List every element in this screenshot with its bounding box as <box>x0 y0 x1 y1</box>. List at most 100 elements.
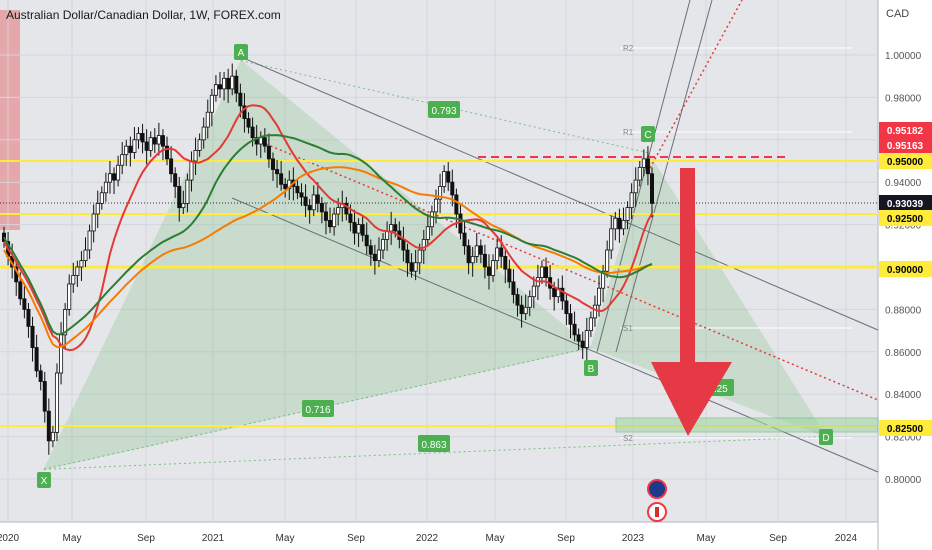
ma-fast-line <box>3 104 653 352</box>
candle-body <box>59 334 64 374</box>
candle-body <box>613 217 618 230</box>
candle-body <box>258 137 263 145</box>
price-label: 0.95182 <box>887 126 924 137</box>
ratio-label: 0.793 <box>431 106 456 117</box>
candle-body <box>311 194 316 211</box>
candle-body <box>499 247 504 257</box>
candle-body <box>389 224 394 232</box>
price-label: 0.92500 <box>887 214 924 225</box>
ma-medium-line <box>3 166 653 349</box>
price-label: 0.93039 <box>887 199 924 210</box>
x-tick-label: May <box>63 533 82 544</box>
candle-body <box>592 304 597 319</box>
candle-body <box>197 139 202 151</box>
candle-body <box>552 287 557 298</box>
candle-body <box>381 239 386 251</box>
candle-body <box>46 410 51 442</box>
candles <box>2 63 655 455</box>
pattern-point-box <box>37 472 51 488</box>
candle-body <box>421 239 426 251</box>
candle-body <box>641 158 646 168</box>
candle-body <box>376 249 381 262</box>
price-label-box <box>879 420 932 436</box>
candle-body <box>450 181 455 196</box>
candle-body <box>336 207 341 215</box>
red-dotted-trendline <box>265 143 879 401</box>
candle-body <box>470 255 475 264</box>
ratio-label: 1.25 <box>708 384 728 395</box>
x-tick-label: 2023 <box>622 533 645 544</box>
pattern-point-box <box>234 44 248 60</box>
candle-body <box>18 281 23 300</box>
candle-body <box>42 381 47 412</box>
candle-body <box>71 275 76 285</box>
candle-body <box>246 118 251 128</box>
price-label: 0.90000 <box>887 265 924 276</box>
x-tick-label: 2024 <box>835 533 858 544</box>
pattern-point-label: D <box>822 433 829 444</box>
candle-body <box>454 194 459 215</box>
candle-body <box>633 179 638 194</box>
candle-body <box>368 245 373 255</box>
candle-body <box>303 196 308 206</box>
candle-body <box>160 135 165 147</box>
candle-body <box>213 84 218 96</box>
y-tick-label: 0.84000 <box>885 390 922 401</box>
candle-body <box>22 298 27 310</box>
candle-body <box>38 370 43 382</box>
price-label: 0.82500 <box>887 424 924 435</box>
candle-body <box>116 164 121 181</box>
x-tick-label: 2020 <box>0 533 20 544</box>
x-tick-label: 2021 <box>202 533 225 544</box>
candle-body <box>185 179 190 204</box>
harmonic-pattern <box>43 59 828 470</box>
candle-body <box>319 202 324 213</box>
candle-body <box>328 219 333 228</box>
candle-body <box>425 226 430 240</box>
candle-body <box>462 232 467 247</box>
candle-body <box>30 325 35 348</box>
ratio-box <box>428 101 460 118</box>
candle-body <box>26 308 31 327</box>
candle-body <box>63 308 68 336</box>
candle-body <box>315 194 320 204</box>
candle-body <box>99 192 104 204</box>
candle-body <box>132 139 137 153</box>
currency-label: CAD <box>886 8 910 20</box>
candle-body <box>266 145 271 160</box>
candle-body <box>352 222 357 234</box>
candle-body <box>156 135 161 145</box>
candle-body <box>621 219 626 230</box>
candle-body <box>226 77 231 90</box>
y-tick-label: 0.98000 <box>885 93 922 104</box>
candle-body <box>405 249 410 264</box>
candle-body <box>650 173 655 204</box>
candle-body <box>495 247 500 262</box>
candle-body <box>568 313 573 325</box>
candle-body <box>560 287 565 302</box>
candle-body <box>205 111 210 128</box>
y-tick-label: 0.88000 <box>885 305 922 316</box>
candle-body <box>503 255 508 270</box>
candle-body <box>270 158 275 170</box>
pivot-label: S2 <box>623 434 633 443</box>
candle-body <box>83 249 88 262</box>
candle-body <box>429 211 434 228</box>
price-label-box <box>879 195 932 211</box>
candle-body <box>417 249 422 264</box>
candle-body <box>152 137 157 145</box>
y-tick-label: 0.82000 <box>885 433 922 444</box>
pattern-point-box <box>819 429 833 445</box>
candle-body <box>617 217 622 230</box>
candle-body <box>409 262 414 272</box>
candle-body <box>539 266 544 279</box>
candle-body <box>531 285 536 298</box>
x-tick-label: Sep <box>137 533 155 544</box>
candle-body <box>605 249 610 272</box>
y-tick-label: 0.86000 <box>885 348 922 359</box>
candle-body <box>279 173 284 185</box>
chart-title: Australian Dollar/Canadian Dollar, 1W, F… <box>6 8 281 22</box>
time-axis-background <box>0 522 878 550</box>
